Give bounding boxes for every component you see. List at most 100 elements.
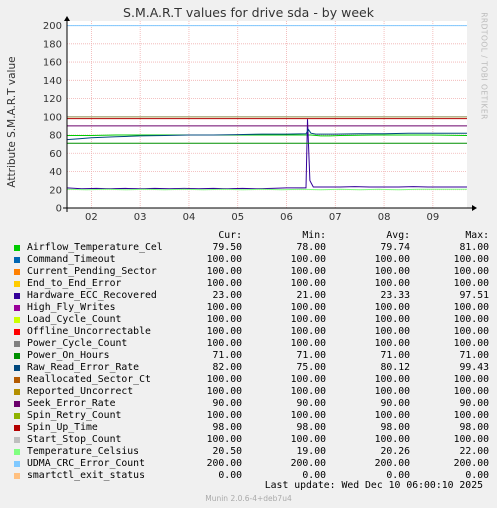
legend-cur-value: 82.00 [212, 362, 243, 373]
legend-cur-value: 71.00 [212, 350, 243, 361]
legend-series-name: High_Fly_Writes [27, 302, 116, 313]
legend-row: Start_Stop_Count 100.00 100.00 100.00 100.00 [14, 434, 489, 446]
legend-row: UDMA_CRC_Error_Count 200.00 200.00 200.00 20… [14, 458, 489, 470]
y-axis-arrow [64, 16, 70, 21]
legend-swatch [14, 401, 20, 407]
series-lines [66, 25, 468, 209]
legend-avg-value: 100.00 [374, 302, 410, 313]
legend-max-value: 100.00 [453, 386, 489, 397]
legend-header: Cur: Min: Avg: Max: [14, 230, 489, 242]
col-avg-header: Avg: [386, 230, 410, 241]
legend-max-value: 200.00 [453, 458, 489, 469]
x-tick-label: 03 [134, 212, 147, 223]
legend-series-name: Command_Timeout [27, 254, 116, 265]
legend-avg-value: 90.00 [380, 398, 411, 409]
legend-min-value: 100.00 [290, 254, 326, 265]
y-tick-label: 100 [43, 112, 62, 123]
legend-row: High_Fly_Writes 100.00 100.00 100.00 100.00 [14, 302, 489, 314]
series-line-raw_read_error_rate [66, 128, 467, 141]
legend-row: Power_On_Hours 71.00 71.00 71.00 71.00 [14, 350, 489, 362]
legend-swatch [14, 389, 20, 395]
legend-row: Seek_Error_Rate 90.00 90.00 90.00 90.00 [14, 398, 489, 410]
y-tick-label: 140 [43, 76, 62, 87]
legend-cur-value: 23.00 [212, 290, 243, 301]
legend-series-name: Reported_Uncorrect [27, 386, 134, 397]
legend-min-value: 71.00 [296, 350, 327, 361]
legend-max-value: 100.00 [453, 254, 489, 265]
legend-avg-value: 100.00 [374, 254, 410, 265]
legend-swatch [14, 257, 20, 263]
y-tick-label: 160 [43, 58, 62, 69]
legend-min-value: 0.00 [302, 470, 326, 481]
legend-min-value: 78.00 [296, 242, 327, 253]
legend-series-name: UDMA_CRC_Error_Count [27, 458, 145, 469]
legend-avg-value: 100.00 [374, 410, 410, 421]
legend-avg-value: 0.00 [386, 470, 410, 481]
legend-row: Power_Cycle_Count 100.00 100.00 100.00 100.0… [14, 338, 489, 350]
legend-swatch [14, 425, 20, 431]
legend-avg-value: 20.26 [380, 446, 411, 457]
legend-series-name: Reallocated_Sector_Ct [27, 374, 151, 385]
legend-swatch [14, 293, 20, 299]
legend-series-name: Current_Pending_Sector [27, 266, 157, 277]
legend-max-value: 22.00 [459, 446, 490, 457]
legend-swatch [14, 329, 20, 335]
legend-min-value: 100.00 [290, 386, 326, 397]
legend-max-value: 100.00 [453, 326, 489, 337]
legend-row: End_to_End_Error 100.00 100.00 100.00 100.00 [14, 278, 489, 290]
legend-cur-value: 100.00 [206, 314, 242, 325]
y-tick-label: 180 [43, 39, 62, 50]
x-tick-label: 04 [183, 212, 196, 223]
legend-max-value: 97.51 [459, 290, 490, 301]
legend-max-value: 71.00 [459, 350, 490, 361]
legend-min-value: 100.00 [290, 314, 326, 325]
legend-cur-value: 0.00 [218, 470, 242, 481]
y-tick-label: 80 [49, 131, 62, 142]
legend-min-value: 100.00 [290, 410, 326, 421]
x-tick-label: 07 [329, 212, 342, 223]
legend-row: Load_Cycle_Count 100.00 100.00 100.00 100.00 [14, 314, 489, 326]
col-cur-header: Cur: [218, 230, 242, 241]
legend-max-value: 100.00 [453, 434, 489, 445]
chart-plot: 0 20 40 60 80 100 120 140 160 180 200 02 03 04 05 06 07… [43, 16, 477, 223]
legend-swatch [14, 413, 20, 419]
legend-series-name: Seek_Error_Rate [27, 398, 116, 409]
legend-min-value: 100.00 [290, 302, 326, 313]
legend-series-name: Temperature_Celsius [27, 446, 140, 457]
plot-background [67, 21, 467, 208]
legend-cur-value: 100.00 [206, 254, 242, 265]
legend-swatch [14, 281, 20, 287]
legend-min-value: 100.00 [290, 326, 326, 337]
legend-row: Spin_Retry_Count 100.00 100.00 100.00 100.00 [14, 410, 489, 422]
legend-row: Hardware_ECC_Recovered 23.00 21.00 23.33 97.… [14, 290, 489, 302]
y-tick-label: 60 [49, 149, 62, 160]
legend-min-value: 90.00 [296, 398, 327, 409]
last-update: Last update: Wed Dec 10 06:00:10 2025 [264, 480, 483, 491]
legend-row: Airflow_Temperature_Cel 79.50 78.00 79.74 81… [14, 242, 489, 254]
legend-swatch [14, 449, 20, 455]
legend-row: Current_Pending_Sector 100.00 100.00 100.00… [14, 266, 489, 278]
legend-series-name: Spin_Up_Time [27, 422, 98, 433]
legend-series-name: Hardware_ECC_Recovered [27, 290, 157, 301]
x-tick-label: 06 [280, 212, 293, 223]
legend-series-name: Raw_Read_Error_Rate [27, 362, 140, 373]
legend-row: Raw_Read_Error_Rate 82.00 75.00 80.12 99.43 [14, 362, 489, 374]
legend-rows: Airflow_Temperature_Cel 79.50 78.00 79.74 81… [14, 242, 489, 482]
legend-min-value: 100.00 [290, 338, 326, 349]
legend-max-value: 100.00 [453, 374, 489, 385]
legend-avg-value: 100.00 [374, 374, 410, 385]
legend-min-value: 100.00 [290, 374, 326, 385]
x-tick-label: 02 [85, 212, 98, 223]
legend-min-value: 98.00 [296, 422, 327, 433]
legend-swatch [14, 437, 20, 443]
legend-avg-value: 80.12 [380, 362, 411, 373]
y-tick-label: 200 [43, 21, 62, 32]
legend-row: Command_Timeout 100.00 100.00 100.00 100.00 [14, 254, 489, 266]
legend-series-name: Power_On_Hours [27, 350, 110, 361]
legend-avg-value: 79.74 [380, 242, 411, 253]
legend-series-name: smartctl_exit_status [27, 470, 145, 481]
legend-cur-value: 100.00 [206, 338, 242, 349]
legend-row: Spin_Up_Time 98.00 98.00 98.00 98.00 [14, 422, 489, 434]
legend-cur-value: 100.00 [206, 266, 242, 277]
legend-swatch [14, 341, 20, 347]
